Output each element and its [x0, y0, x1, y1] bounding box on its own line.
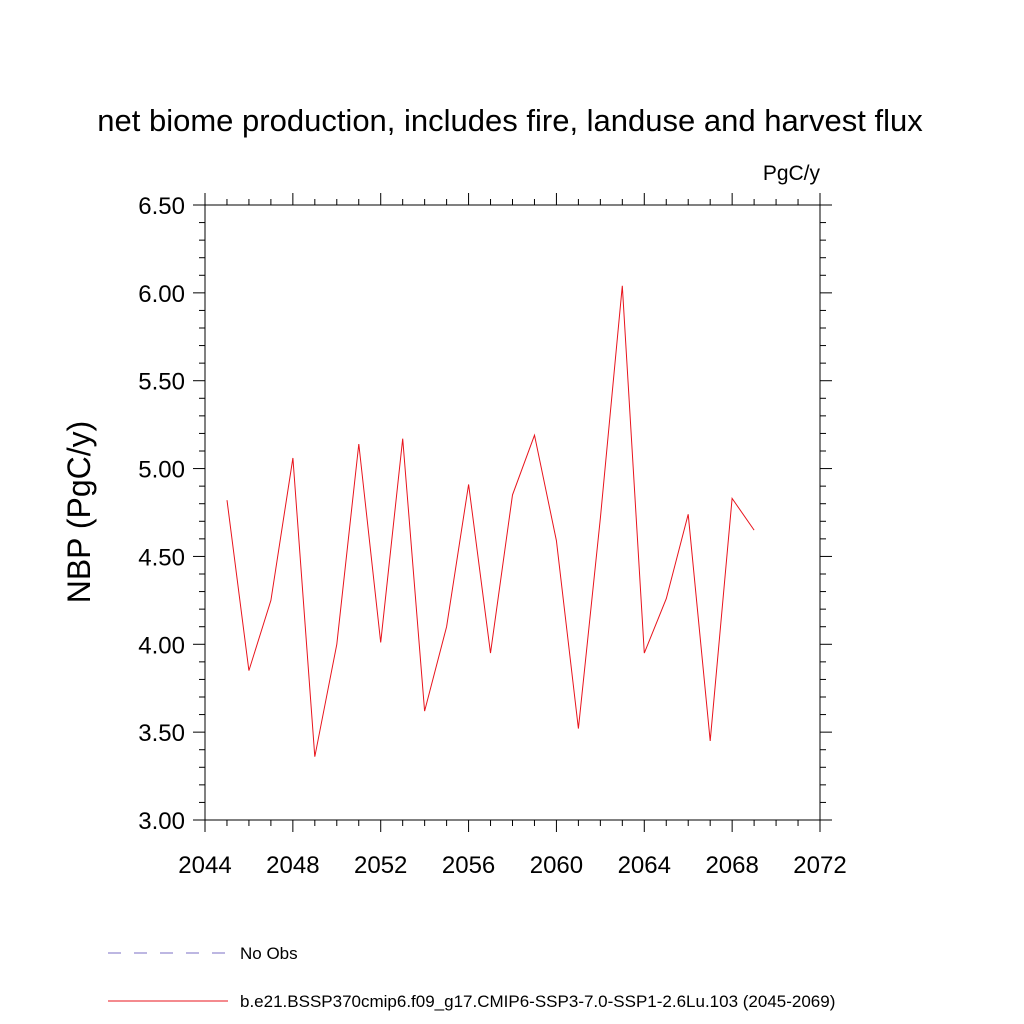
legend: No Obs b.e21.BSSP370cmip6.f09_g17.CMIP6-…: [108, 944, 835, 1011]
x-tick-label: 2060: [530, 852, 583, 879]
x-tick-label: 2056: [442, 852, 495, 879]
y-tick-label: 6.00: [138, 281, 185, 308]
series-line: [226, 285, 755, 757]
plot-area: 2044 2048 2052 2056 2060 2064 2068 2072 3.00 3.50…: [138, 193, 847, 879]
chart-title: net biome production, includes fire, lan…: [97, 103, 923, 138]
y-tick-label: 5.50: [138, 369, 185, 396]
y-tick-label: 3.00: [138, 808, 185, 835]
x-tick-label: 2052: [354, 852, 407, 879]
y-tick-label: 5.00: [138, 457, 185, 484]
x-tick-label: 2072: [793, 852, 846, 879]
y-tick-label: 3.50: [138, 720, 185, 747]
x-tick-label: 2068: [705, 852, 758, 879]
x-tick-label: 2064: [618, 852, 671, 879]
x-tick-label: 2048: [266, 852, 319, 879]
y-tick-label: 6.50: [138, 193, 185, 220]
y-tick-label: 4.00: [138, 632, 185, 659]
y-tick-label: 4.50: [138, 544, 185, 571]
y-axis-label: NBP (PgC/y): [61, 421, 97, 604]
legend-label-model-run: b.e21.BSSP370cmip6.f09_g17.CMIP6-SSP3-7.…: [240, 992, 835, 1011]
x-tick-label: 2044: [178, 852, 231, 879]
units-label: PgC/y: [763, 162, 821, 185]
legend-label-no-obs: No Obs: [240, 944, 298, 963]
